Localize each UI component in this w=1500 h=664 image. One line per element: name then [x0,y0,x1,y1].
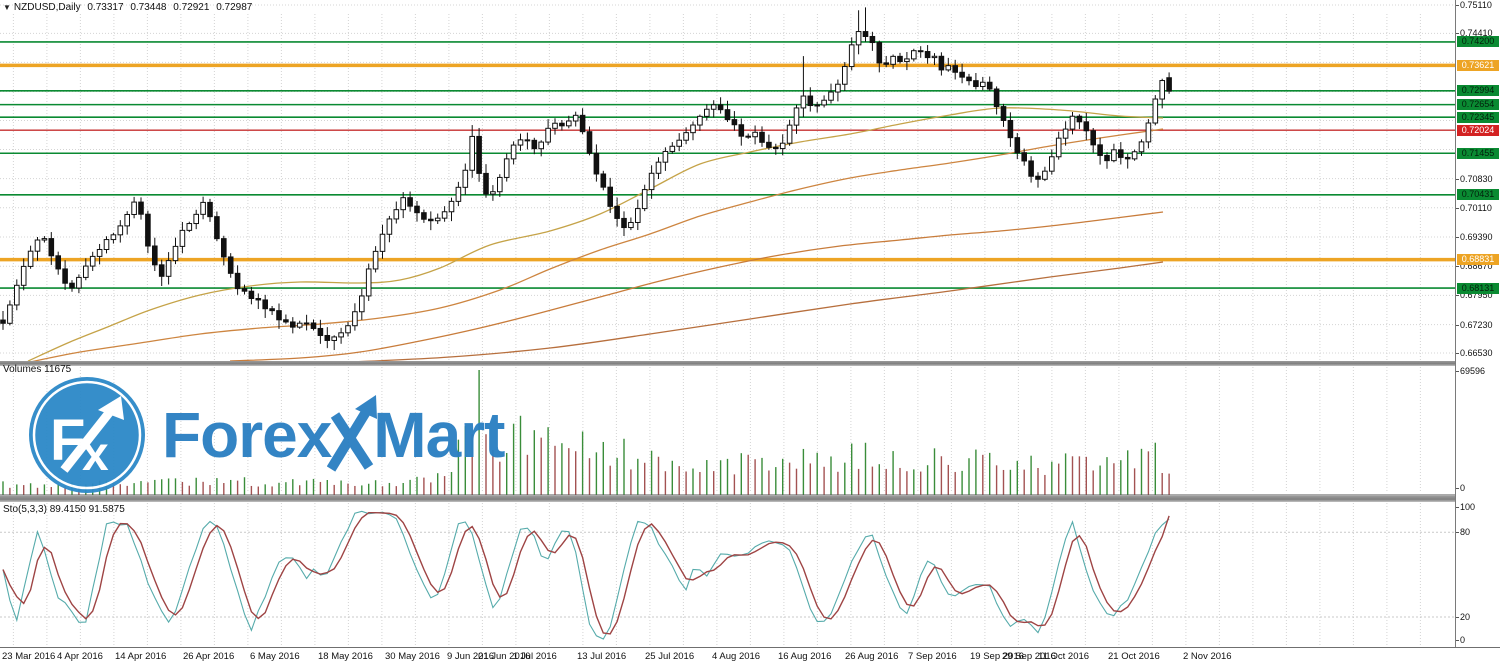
volume-label: Volumes [3,364,42,375]
panel-separator-volume[interactable] [0,361,1500,366]
stochastic-indicator-label: Sto(5,3,3) 89.4150 91.5875 [3,504,125,515]
axis-tick-mark [1456,371,1459,372]
date-tick: 30 May 2016 [385,651,440,662]
price-level-badge: 0.72654 [1457,99,1499,111]
date-tick: 21 Oct 2016 [1108,651,1160,662]
date-tick: 7 Sep 2016 [908,651,957,662]
stochastic-k-value: 89.4150 [49,504,86,515]
price-tick: 0.70110 [1460,202,1492,213]
price-level-badge: 0.71455 [1457,147,1499,159]
ohlc-close: 0.72987 [216,2,253,13]
axis-tick-mark [1456,507,1459,508]
date-tick: 14 Apr 2016 [115,651,167,662]
chevron-down-icon[interactable]: ▼ [3,3,11,12]
ohlc-high: 0.73448 [130,2,167,13]
volume-axis-max: 69596 [1460,366,1486,376]
date-tick: 4 Apr 2016 [57,651,103,662]
price-level-badge: 0.72345 [1457,111,1499,123]
date-tick: 2 Nov 2016 [1183,651,1232,662]
panel-separator-stochastic[interactable] [0,496,1500,502]
price-tick: 0.67230 [1460,319,1493,330]
axis-tick-mark [1456,178,1459,180]
axis-tick-mark [1456,266,1459,268]
price-level-badge: 0.68831 [1457,254,1499,266]
price-tick: 0.69390 [1460,232,1493,242]
axis-tick-mark [1456,353,1459,354]
price-axis: 0.75110 0.74410 0.70830 0.70110 0.69390 0.686… [1455,0,1500,647]
ohlc-low: 0.72921 [173,2,210,13]
date-tick: 9 Jun 2016 [447,651,495,662]
volume-axis-min: 0 [1460,483,1466,493]
price-tick: 0.68670 [1460,261,1493,272]
date-tick: 1 Jul 2016 [513,651,557,662]
axis-tick-mark [1456,324,1459,326]
volume-indicator-label: Volumes 11675 [3,364,71,375]
stochastic-axis-tick: 20 [1460,612,1471,623]
price-tick: 0.66530 [1460,348,1493,358]
price-tick: 0.70830 [1460,173,1493,184]
logo-text-mart: Mart [373,399,505,471]
stochastic-axis-tick: 100 [1460,502,1476,512]
volume-value: 11675 [44,364,72,375]
date-tick: 6 May 2016 [250,651,300,662]
forexmart-watermark: F x Forex Mart [26,372,505,498]
stochastic-axis-tick: 0 [1460,635,1466,645]
logo-arrow-x [327,393,378,477]
price-level-badge: 0.72994 [1457,85,1499,97]
axis-tick-mark [1456,207,1459,209]
axis-tick-mark [1456,33,1459,35]
stochastic-d-value: 91.5875 [88,504,125,515]
date-tick: 18 May 2016 [318,651,373,662]
date-axis: 23 Mar 2016 4 Apr 2016 14 Apr 2016 26 Apr 2… [0,647,1500,664]
price-level-badge: 0.74200 [1457,36,1499,48]
axis-tick-mark [1456,488,1459,489]
axis-tick-mark [1456,237,1459,238]
price-level-badge: 0.72024 [1457,124,1499,136]
date-tick: 26 Apr 2016 [183,651,235,662]
axis-tick-mark [1456,295,1459,297]
date-tick: 25 Jul 2016 [645,651,695,662]
axis-tick-mark [1456,640,1459,641]
symbol-label: NZDUSD,Daily [13,2,81,13]
date-tick: 16 Aug 2016 [778,651,832,662]
date-tick: 11 Oct 2016 [1038,651,1090,662]
date-tick: 26 Aug 2016 [845,651,899,662]
date-tick: 21 Jun 2016 [478,651,531,662]
stochastic-axis-tick: 80 [1460,527,1471,538]
forexmart-logo-icon: F x [29,377,145,493]
price-tick: 0.75110 [1460,0,1492,10]
symbol-header: ▼ NZDUSD,Daily 0.73317 0.73448 0.72921 0.… [3,2,256,13]
date-tick: 4 Aug 2016 [712,651,761,662]
stochastic-label: Sto(5,3,3) [3,504,47,515]
logo-text-forex: Forex [162,399,332,471]
axis-tick-mark [1456,532,1459,534]
axis-tick-mark [1456,617,1459,619]
date-tick: 19 Sep 2016 [970,651,1024,662]
price-level-badge: 0.68131 [1457,282,1499,294]
price-tick: 0.67950 [1460,290,1493,301]
price-level-badge: 0.73621 [1457,59,1499,71]
date-tick: 23 Mar 2016 [2,651,56,662]
price-level-badge: 0.70431 [1457,189,1499,201]
ohlc-open: 0.73317 [87,2,124,13]
date-tick: 13 Jul 2016 [577,651,627,662]
axis-tick-mark [1456,5,1459,6]
date-tick: 29 Sep 2016 [1002,651,1056,662]
price-tick: 0.74410 [1460,28,1493,39]
